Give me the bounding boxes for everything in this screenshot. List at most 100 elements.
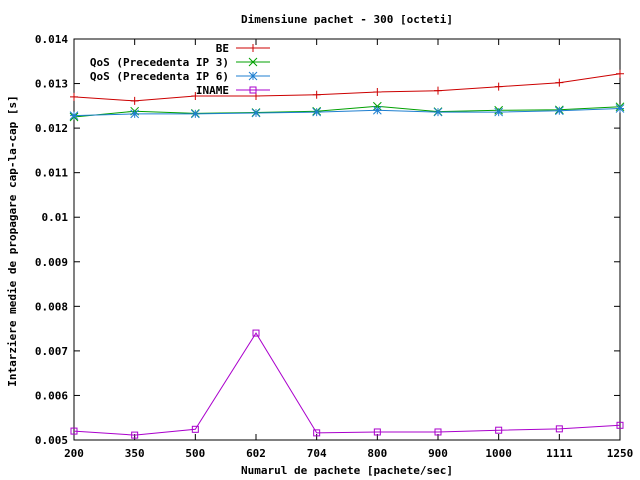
x-tick-label: 900 bbox=[428, 447, 448, 460]
series-qos-precedenta-ip-6-point-glyph bbox=[130, 109, 140, 119]
series-iname bbox=[70, 329, 624, 439]
legend-label: BE bbox=[216, 42, 229, 55]
y-tick-label: 0.008 bbox=[35, 300, 68, 313]
series-be-point bbox=[494, 82, 503, 91]
legend-swatch-marker bbox=[249, 44, 257, 52]
x-tick-label: 200 bbox=[64, 447, 84, 460]
series-qos-precedenta-ip-6-point bbox=[251, 108, 261, 118]
series-iname-point bbox=[70, 427, 78, 435]
legend-swatch-marker bbox=[249, 86, 257, 94]
series-qos-precedenta-ip-6-point-glyph bbox=[494, 107, 504, 117]
axes: 0.005 0.006 0.007 0.008 0.009 0.01 0.011 0.012 0… bbox=[35, 33, 633, 460]
legend-label: QoS (Precedenta IP 3) bbox=[90, 56, 229, 69]
y-tick-label: 0.005 bbox=[35, 434, 68, 447]
series-iname-point-glyph bbox=[555, 425, 563, 433]
y-axis-label: Intarziere medie de propagare cap-la-cap… bbox=[6, 95, 19, 386]
series-be-point bbox=[130, 96, 139, 105]
y-tick-label: 0.012 bbox=[35, 122, 68, 135]
series-qos-precedenta-ip-6-point bbox=[494, 107, 504, 117]
legend-swatch-marker bbox=[248, 71, 258, 81]
series-iname-point-glyph bbox=[616, 421, 624, 429]
series-iname-point bbox=[252, 329, 260, 337]
series-iname-point-glyph bbox=[495, 426, 503, 434]
series-iname-point bbox=[555, 425, 563, 433]
series-be-point-glyph bbox=[373, 88, 382, 97]
y-tick-label: 0.006 bbox=[35, 389, 68, 402]
series-be-point-glyph bbox=[312, 90, 321, 99]
legend-swatch-marker-glyph bbox=[249, 86, 257, 94]
series-be-point-glyph bbox=[70, 92, 78, 101]
series-qos-precedenta-ip-6-point-glyph bbox=[190, 109, 200, 119]
x-tick-label: 500 bbox=[185, 447, 205, 460]
series-qos-precedenta-ip-6-point bbox=[554, 106, 564, 116]
series-qos-precedenta-ip-6-point bbox=[433, 107, 443, 117]
series-qos-precedenta-ip-3-line bbox=[73, 105, 621, 118]
series-qos-precedenta-ip-6-point bbox=[130, 109, 140, 119]
series-iname-point bbox=[373, 428, 381, 436]
series-qos-precedenta-ip-6-point-glyph bbox=[69, 111, 79, 120]
series-be-point-glyph bbox=[434, 86, 442, 95]
series-be-point-glyph bbox=[130, 96, 139, 105]
series-qos-precedenta-ip-6-point-glyph bbox=[554, 106, 564, 116]
series-be-point-glyph bbox=[555, 78, 564, 87]
series-qos-precedenta-ip-6-point-glyph bbox=[251, 108, 261, 118]
series-iname-point bbox=[495, 426, 503, 434]
chart-title: Dimensiune pachet - 300 [octeti] bbox=[241, 13, 453, 26]
series-be-point bbox=[191, 92, 200, 101]
series-iname-point bbox=[191, 425, 199, 433]
series-qos-precedenta-ip-6-point bbox=[312, 107, 322, 117]
y-tick-label: 0.014 bbox=[35, 33, 68, 46]
series-iname-point bbox=[131, 431, 139, 439]
x-tick-label: 602 bbox=[246, 447, 266, 460]
series-be-point bbox=[434, 86, 442, 95]
series-iname-line bbox=[73, 332, 621, 436]
y-tick-label: 0.011 bbox=[35, 167, 68, 180]
legend-label: INAME bbox=[196, 84, 229, 97]
x-tick-label: 800 bbox=[367, 447, 387, 460]
legend-swatch-marker bbox=[248, 57, 258, 67]
series-iname-point bbox=[313, 429, 321, 437]
x-tick-label: 704 bbox=[307, 447, 327, 460]
series-be-line bbox=[73, 73, 621, 102]
series-be-point bbox=[312, 90, 321, 99]
series-iname-point bbox=[616, 421, 624, 429]
series-qos-precedenta-ip-6-point bbox=[372, 105, 382, 115]
series-qos-precedenta-ip-6-point bbox=[69, 111, 79, 120]
series-qos-precedenta-ip-3-point-glyph bbox=[372, 101, 382, 111]
series-qos-precedenta-ip-6-point bbox=[190, 109, 200, 119]
y-tick-label: 0.009 bbox=[35, 256, 68, 269]
series-iname-point-glyph bbox=[313, 429, 321, 437]
series-be-point bbox=[555, 78, 564, 87]
series-be bbox=[70, 69, 624, 105]
series-iname-point bbox=[434, 428, 442, 436]
y-tick-label: 0.013 bbox=[35, 78, 68, 91]
series-qos-precedenta-ip-6 bbox=[69, 104, 625, 120]
legend-swatch-marker-glyph bbox=[248, 57, 258, 67]
y-tick-label: 0.01 bbox=[42, 211, 69, 224]
y-tick-label: 0.007 bbox=[35, 345, 68, 358]
x-tick-label: 1111 bbox=[546, 447, 573, 460]
series-qos-precedenta-ip-6-point-glyph bbox=[433, 107, 443, 117]
x-axis-label: Numarul de pachete [pachete/sec] bbox=[241, 464, 453, 477]
legend-swatch-marker-glyph bbox=[248, 71, 258, 81]
series-be-point bbox=[616, 69, 624, 78]
series-be-point-glyph bbox=[616, 69, 624, 78]
series-qos-precedenta-ip-6-line bbox=[73, 108, 621, 117]
plot-frame bbox=[73, 38, 621, 441]
series-iname-point-glyph bbox=[252, 329, 260, 337]
series-qos-precedenta-ip-6-point-glyph bbox=[372, 105, 382, 115]
series-qos-precedenta-ip-6-point-glyph bbox=[615, 104, 625, 113]
series-be-point-glyph bbox=[494, 82, 503, 91]
x-tick-label: 1250 bbox=[607, 447, 634, 460]
legend-label: QoS (Precedenta IP 6) bbox=[90, 70, 229, 83]
x-tick-label: 350 bbox=[125, 447, 145, 460]
series-layer bbox=[69, 69, 625, 439]
series-iname-point-glyph bbox=[70, 427, 78, 435]
series-iname-point-glyph bbox=[191, 425, 199, 433]
series-qos-precedenta-ip-6-point bbox=[615, 104, 625, 113]
series-qos-precedenta-ip-6-point-glyph bbox=[312, 107, 322, 117]
series-iname-point-glyph bbox=[131, 431, 139, 439]
series-iname-point-glyph bbox=[373, 428, 381, 436]
